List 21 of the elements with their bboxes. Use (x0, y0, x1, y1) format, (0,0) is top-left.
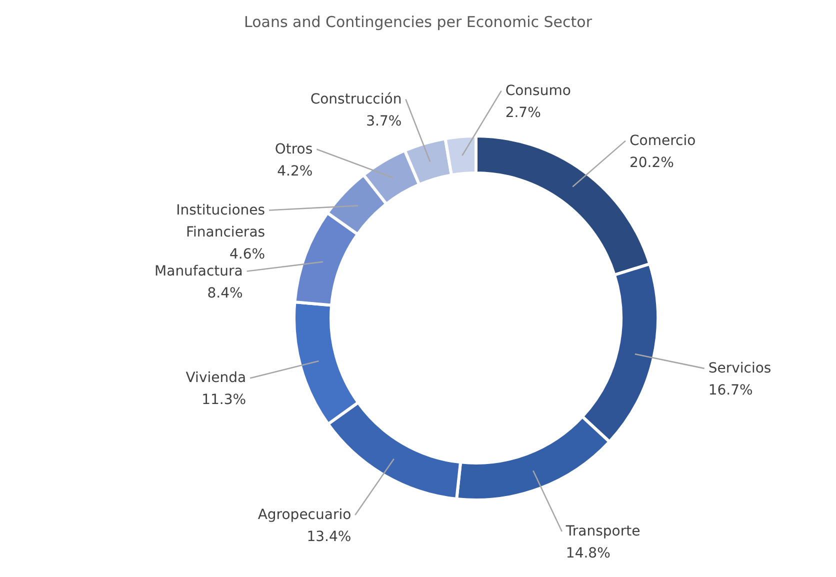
slice-label: Transporte (564, 524, 640, 540)
chart-title: Loans and Contingencies per Economic Sector (244, 13, 593, 31)
data-label: 16.7% (708, 382, 753, 398)
data-label: 3.7% (366, 113, 402, 130)
data-label: 4.2% (277, 163, 313, 180)
data-label: 14.8% (566, 546, 610, 562)
data-label: 20.2% (629, 154, 674, 171)
slice-label: Vivienda (186, 370, 246, 386)
slice-label: Consumo (505, 82, 571, 99)
slice-label: Construcción (310, 91, 402, 108)
slice-label: Instituciones Financieras (176, 202, 266, 240)
slice-label: Otros (274, 141, 313, 158)
data-label: 2.7% (505, 104, 541, 121)
data-label: 4.6% (229, 246, 266, 262)
data-label: 11.3% (202, 392, 246, 408)
data-label: 13.4% (306, 528, 352, 545)
slice-label: Comercio (629, 132, 696, 149)
slice-label: Manufactura (154, 263, 243, 280)
data-label: 8.4% (207, 285, 243, 302)
slice-label: Agropecuario (258, 506, 352, 523)
slice-label: Servicios (708, 360, 772, 376)
